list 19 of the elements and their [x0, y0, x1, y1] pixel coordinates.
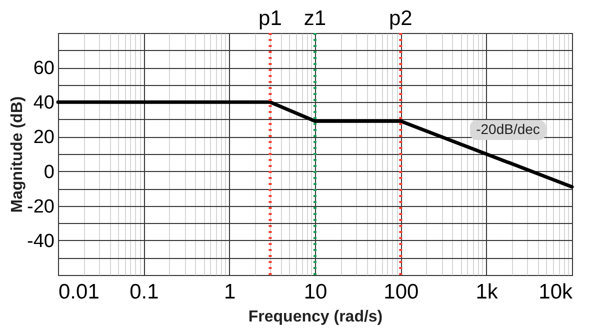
- y-tick-label: -20: [27, 196, 54, 218]
- x-tick-label: 1: [224, 280, 236, 304]
- x-tick-label: 0.1: [130, 280, 159, 304]
- ref-line-label: p1: [258, 7, 282, 30]
- ref-line-label: z1: [304, 7, 326, 30]
- x-axis-title: Frequency (rad/s): [248, 308, 383, 326]
- x-tick-label: 1k: [476, 280, 498, 304]
- x-tick-label: 0.01: [58, 280, 100, 304]
- y-tick-label: 0: [44, 162, 54, 183]
- y-tick-label: 20: [33, 127, 54, 148]
- ref-line-label: p2: [388, 7, 412, 30]
- y-tick-label: 60: [33, 58, 54, 80]
- x-tick-label: 10: [304, 280, 328, 304]
- annotation: -20dB/dec: [476, 121, 540, 137]
- y-tick-label: 40: [33, 92, 54, 114]
- x-tick-label: 100: [384, 280, 419, 304]
- y-tick-label: -40: [27, 230, 54, 252]
- y-axis-title: Magnitude (dB): [9, 96, 26, 213]
- x-tick-label: 10k: [538, 280, 573, 304]
